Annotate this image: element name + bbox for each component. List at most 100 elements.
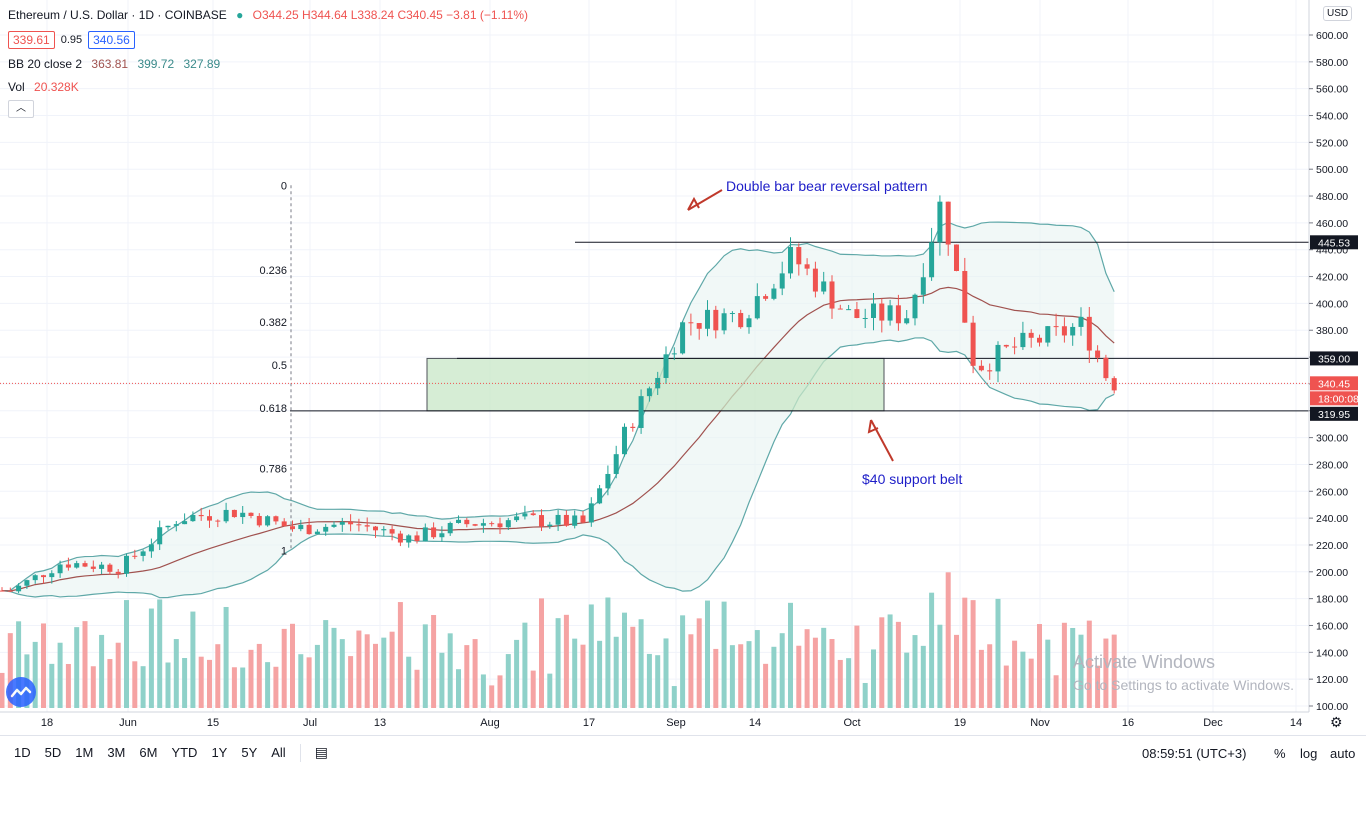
volume-bar	[655, 655, 661, 708]
volume-bar	[1053, 675, 1059, 708]
volume-bar	[547, 673, 553, 708]
timeframe-3m[interactable]: 3M	[107, 745, 126, 760]
timeframe-all[interactable]: All	[271, 745, 286, 760]
price-tick-label: 280.00	[1316, 459, 1348, 471]
volume-bar	[796, 645, 802, 708]
volume-bar	[638, 619, 644, 708]
candle-body	[597, 488, 603, 504]
vol-label[interactable]: Vol	[8, 80, 25, 94]
timeframe-1y[interactable]: 1Y	[211, 745, 228, 760]
volume-bar	[281, 628, 287, 708]
candle-body	[65, 564, 71, 568]
candle-body	[505, 520, 511, 528]
volume-bar	[464, 645, 470, 708]
annotation-arrow	[870, 419, 894, 462]
volume-bar	[422, 624, 428, 708]
volume-bar	[431, 615, 437, 708]
volume-bar	[937, 624, 943, 708]
volume-bar	[0, 672, 5, 708]
symbol-title[interactable]: Ethereum / U.S. Dollar · 1D · COINBASE	[8, 8, 227, 22]
chevron-up-icon[interactable]: ︿	[8, 100, 34, 118]
candle-body	[489, 523, 495, 525]
candle-body	[431, 527, 437, 538]
candle-body	[165, 525, 171, 528]
candle-body	[978, 365, 984, 371]
volume-legend: Vol 20.328K	[8, 80, 85, 94]
support-top-price-tag: 359.00	[1318, 353, 1350, 365]
price-chart[interactable]: 0 0.236 0.382 0.5 0.618 0.786 1 Double bar bear…	[0, 0, 1366, 735]
candle-body	[671, 353, 677, 355]
volume-bar	[57, 642, 63, 708]
candle-body	[995, 344, 1001, 372]
market-status-icon: ●	[236, 8, 244, 22]
volume-bar	[837, 659, 843, 708]
log-scale-button[interactable]: log	[1300, 745, 1318, 761]
volume-bar	[895, 621, 901, 708]
volume-bar	[240, 667, 246, 708]
timeframe-5y[interactable]: 5Y	[241, 745, 258, 760]
candle-body	[572, 515, 578, 526]
candle-body	[904, 318, 910, 324]
candle-body	[721, 313, 727, 331]
candle-body	[514, 516, 520, 521]
price-tick-label: 200.00	[1316, 567, 1348, 579]
candle-body	[306, 524, 312, 535]
candle-body	[298, 524, 304, 530]
volume-bar	[306, 657, 312, 708]
candle-body	[937, 201, 943, 243]
volume-bar	[505, 654, 511, 708]
volume-bar	[588, 604, 594, 708]
volume-bar	[514, 639, 520, 708]
bb-label[interactable]: BB 20 close 2	[8, 57, 83, 71]
volume-bar	[713, 648, 719, 708]
volume-bar	[140, 666, 146, 708]
volume-bar	[945, 572, 951, 708]
time-tick-label: 14	[749, 717, 761, 729]
bb-fill	[2, 222, 1115, 598]
volume-bar	[124, 600, 129, 708]
time-tick-label: Jul	[303, 717, 317, 729]
currency-badge[interactable]: USD	[1323, 6, 1353, 21]
volume-bar	[356, 630, 362, 708]
percent-scale-button[interactable]: %	[1274, 745, 1286, 761]
candle-body	[588, 503, 594, 523]
candle-body	[796, 247, 802, 265]
candle-body	[1086, 316, 1092, 351]
price-tick-label: 500.00	[1316, 164, 1348, 176]
buy-price-box[interactable]: 340.56	[88, 31, 135, 49]
calendar-range-icon[interactable]: ▤	[314, 744, 328, 760]
volume-bar	[364, 634, 370, 708]
fib-level-label: 0.786	[259, 463, 287, 475]
sell-price-box[interactable]: 339.61	[8, 31, 55, 49]
candle-body	[539, 515, 544, 527]
timeframe-1m[interactable]: 1M	[75, 745, 94, 760]
volume-bar	[995, 598, 1001, 708]
volume-bar	[90, 666, 96, 708]
volume-bar	[812, 637, 818, 708]
volume-bar	[563, 614, 569, 708]
timeframe-6m[interactable]: 6M	[139, 745, 158, 760]
fib-level-label: 0.236	[259, 265, 287, 277]
candle-body	[779, 273, 785, 289]
volume-bar	[970, 600, 976, 708]
time-tick-label: Nov	[1030, 717, 1050, 729]
clock-display[interactable]: 08:59:51 (UTC+3)	[1142, 745, 1247, 761]
volume-bar	[1045, 639, 1051, 708]
ohlc-values: O344.25 H344.64 L338.24 C340.45 −3.81 (−…	[252, 8, 528, 22]
timeframe-ytd[interactable]: YTD	[171, 745, 198, 760]
volume-bar	[165, 662, 171, 708]
annotation-reversal: Double bar bear reversal pattern	[726, 178, 928, 194]
candle-body	[406, 535, 412, 543]
candle-body	[829, 281, 835, 309]
candle-body	[364, 525, 370, 527]
timeframe-1d[interactable]: 1D	[14, 745, 31, 760]
volume-bar	[323, 620, 329, 708]
gear-icon[interactable]: ⚙	[1330, 714, 1343, 730]
candle-body	[746, 318, 752, 328]
volume-bar	[148, 608, 154, 708]
candle-body	[821, 281, 827, 292]
timeframe-5d[interactable]: 5D	[44, 745, 62, 760]
volume-bar	[912, 635, 918, 708]
candle-body	[57, 564, 63, 574]
auto-scale-button[interactable]: auto	[1330, 745, 1356, 761]
